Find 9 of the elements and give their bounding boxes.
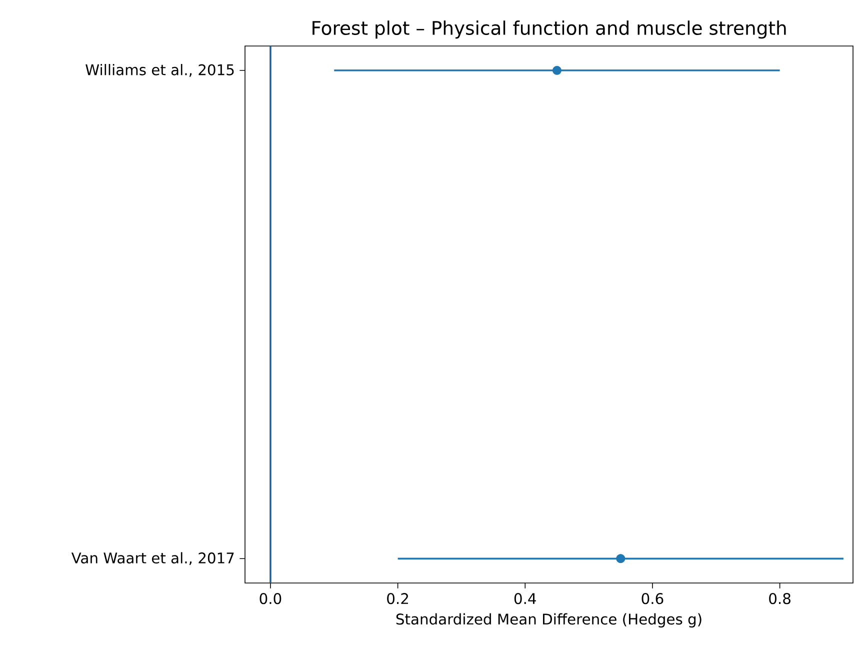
- x-tick-label: 0.6: [642, 593, 664, 604]
- x-tick-label: 0.8: [769, 593, 790, 604]
- x-tick-label: 0.2: [387, 593, 408, 604]
- y-tick-label: Williams et al., 2015: [86, 64, 234, 77]
- x-tick-label: 0.4: [514, 593, 536, 604]
- chart-title: Forest plot – Physical function and muscle strength: [312, 20, 786, 39]
- x-tick-label: 0.0: [260, 593, 282, 604]
- y-tick-label: Van Waart et al., 2017: [71, 552, 234, 566]
- x-axis-title: Standardized Mean Difference (Hedges g): [396, 613, 702, 628]
